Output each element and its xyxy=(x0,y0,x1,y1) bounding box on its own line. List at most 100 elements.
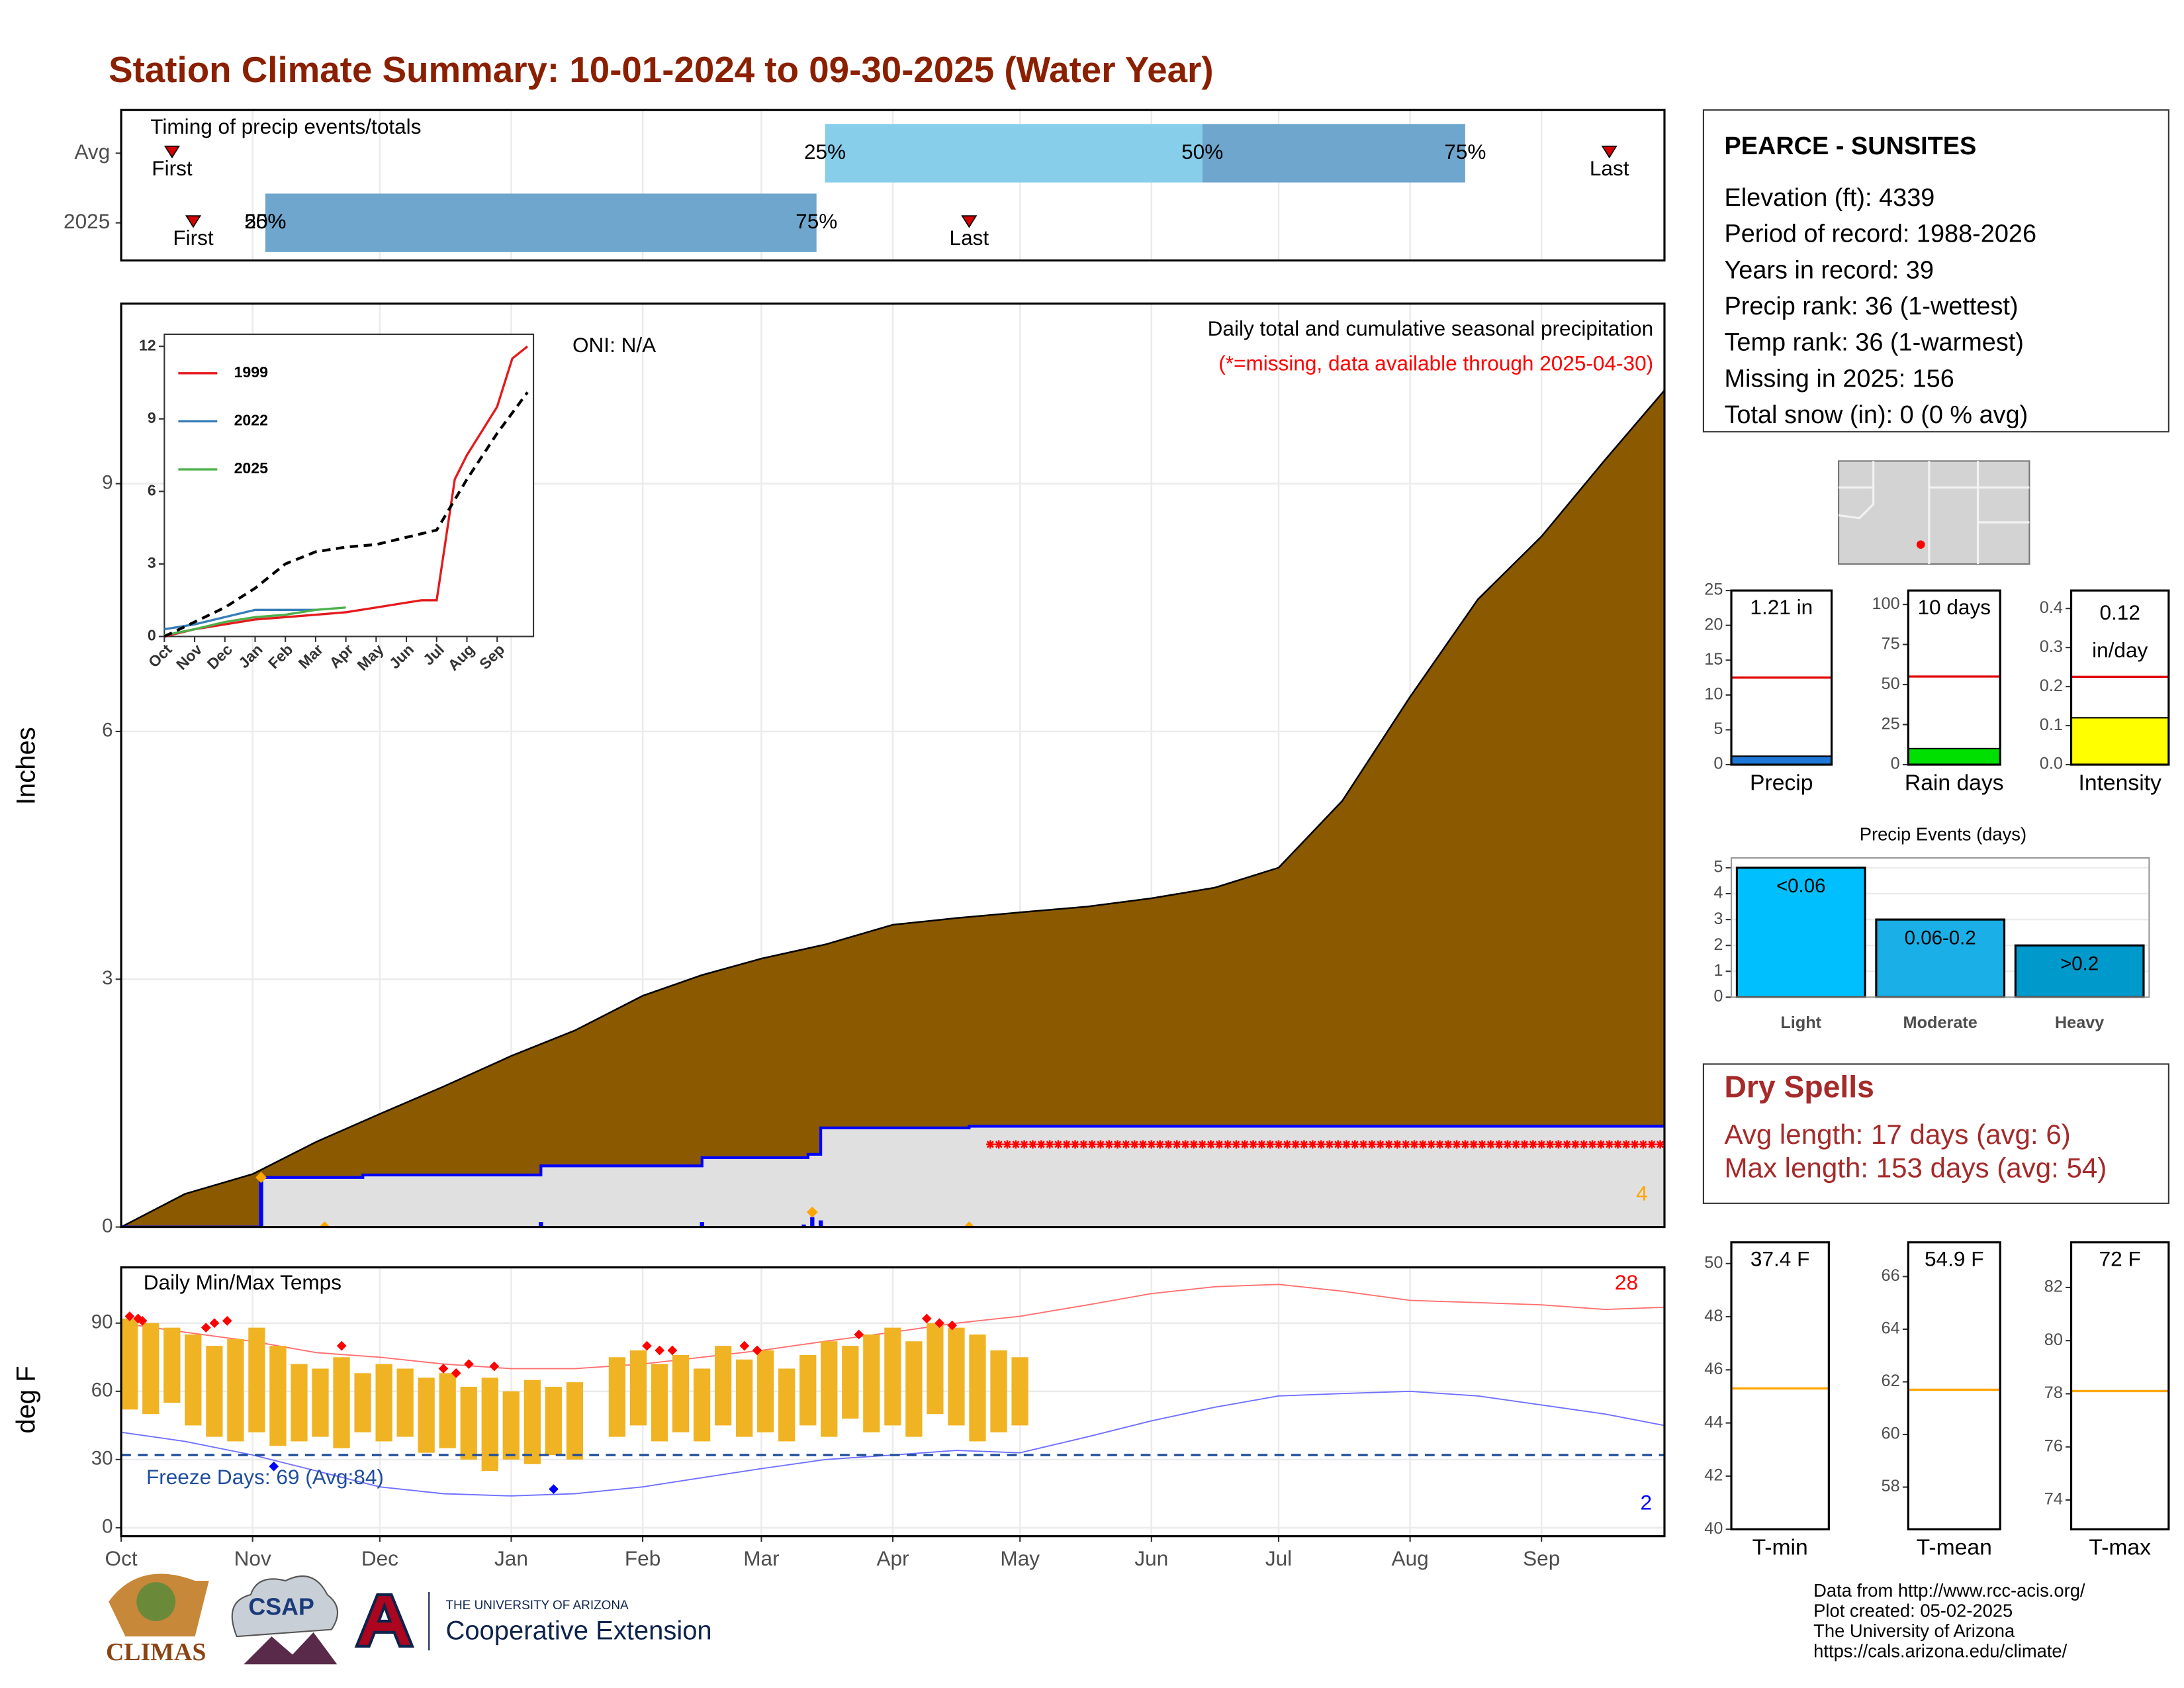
daily-range xyxy=(757,1350,774,1432)
y-tick-label: 44 xyxy=(1704,1413,1723,1431)
series-line xyxy=(164,608,316,631)
y-tick-label: 100 xyxy=(1872,594,1900,613)
x-tick-label: Jan xyxy=(494,1546,528,1570)
missing-marker xyxy=(1537,1140,1546,1149)
row-label: 2025 xyxy=(64,209,110,233)
dry-spells-box xyxy=(1702,1063,2169,1204)
y-tick-label: 60 xyxy=(91,1380,113,1401)
missing-marker xyxy=(1122,1140,1130,1149)
missing-marker xyxy=(1240,1140,1250,1149)
gauge-bar xyxy=(1908,747,2001,765)
missing-marker xyxy=(1401,1140,1410,1149)
record-marker xyxy=(124,1311,135,1321)
gauge-label: Precip xyxy=(1750,771,1813,795)
map-frame xyxy=(1838,460,2030,565)
y-tick-label: 30 xyxy=(91,1448,113,1470)
x-tick-label: Moderate xyxy=(1903,1013,1978,1032)
missing-marker xyxy=(1639,1140,1648,1149)
ua-logo xyxy=(354,1593,415,1648)
y-tick-label: 62 xyxy=(1882,1372,1900,1390)
missing-marker xyxy=(1232,1140,1241,1149)
missing-marker xyxy=(1656,1140,1664,1149)
y-tick-label: 10 xyxy=(1704,685,1723,704)
record-marker xyxy=(451,1368,461,1378)
missing-marker xyxy=(1198,1140,1207,1149)
footer-line: https://cals.arizona.edu/climate/ xyxy=(1813,1641,2067,1662)
plot-area xyxy=(121,1284,1664,1497)
missing-marker xyxy=(1172,1140,1181,1149)
y-tick-label: 0.3 xyxy=(2040,637,2063,656)
bar-label: >0.2 xyxy=(2060,953,2099,974)
panel-border xyxy=(2070,1241,2170,1530)
footer-line: Data from http://www.rcc-acis.org/ xyxy=(1813,1580,2085,1601)
page-title: Station Climate Summary: 10-01-2024 to 0… xyxy=(109,49,1213,90)
missing-marker xyxy=(1079,1140,1088,1149)
station-line: Missing in 2025: 156 xyxy=(1724,365,1954,393)
missing-marker xyxy=(1206,1140,1215,1149)
missing-marker xyxy=(1469,1140,1479,1149)
x-tick-label: Light xyxy=(1780,1013,1821,1032)
record-marker xyxy=(934,1318,944,1329)
chart-title: Daily total and cumulative seasonal prec… xyxy=(1208,316,1653,340)
y-tick-label: 80 xyxy=(2044,1331,2063,1349)
bar xyxy=(1875,918,2006,999)
high-count: 28 xyxy=(1615,1270,1638,1294)
missing-marker xyxy=(1410,1140,1419,1149)
panel-border xyxy=(120,109,1666,262)
y-tick-label: 3 xyxy=(102,967,113,989)
y-tick-label: 25 xyxy=(1882,714,1900,733)
record-marker xyxy=(209,1318,220,1329)
logos: CLIMAS CSAP THE UNIVERSITY OF ARIZONA Co… xyxy=(106,1573,712,1666)
footer-line: The University of Arizona xyxy=(1813,1620,2015,1641)
y-tick-label: 78 xyxy=(2044,1383,2063,1402)
daily-range xyxy=(863,1334,880,1432)
panel-background xyxy=(1731,1242,1829,1530)
y-tick-label: 3 xyxy=(1713,910,1723,928)
station-location xyxy=(1916,540,1925,549)
y-tick-label: 4 xyxy=(1713,884,1723,902)
y-tick-label: 0.0 xyxy=(2040,755,2063,773)
chart-title: Daily Min/Max Temps xyxy=(144,1270,341,1294)
daily-range xyxy=(927,1323,944,1415)
daily-range xyxy=(651,1364,668,1442)
missing-marker xyxy=(1003,1140,1012,1149)
daily-range xyxy=(375,1364,392,1442)
missing-marker xyxy=(1554,1140,1563,1149)
record-marker xyxy=(201,1323,211,1333)
legend-label: 2022 xyxy=(234,412,268,429)
y-tick-label: 0 xyxy=(102,1516,113,1538)
x-tick-label: Sep xyxy=(1523,1546,1560,1570)
daily-range xyxy=(672,1354,690,1432)
missing-marker xyxy=(1223,1140,1232,1149)
missing-marker xyxy=(1215,1140,1224,1149)
footer: Data from http://www.rcc-acis.org/Plot c… xyxy=(1813,1580,2085,1662)
y-tick-label: 1 xyxy=(1713,961,1723,980)
daily-range xyxy=(821,1341,838,1437)
y-tick-label: 6 xyxy=(148,481,156,498)
daily-range xyxy=(439,1373,456,1448)
average-cumulative xyxy=(121,389,1664,1227)
plot-area xyxy=(1731,676,1832,765)
x-tick-label: Jun xyxy=(1134,1546,1168,1570)
daily-range xyxy=(460,1386,477,1460)
daily-range xyxy=(269,1346,287,1446)
missing-marker xyxy=(1138,1140,1148,1149)
quantile-bar xyxy=(265,193,817,252)
daily-range xyxy=(248,1327,265,1432)
record-marker xyxy=(655,1345,665,1356)
panel-background xyxy=(1908,1242,2001,1530)
missing-marker xyxy=(1605,1140,1614,1149)
y-tick-label: 48 xyxy=(1704,1307,1723,1325)
bar-label: 0.06-0.2 xyxy=(1905,927,1976,949)
daily-range xyxy=(502,1391,520,1460)
value-label: 54.9 F xyxy=(1925,1246,1983,1270)
missing-marker xyxy=(1300,1140,1308,1149)
station-line: Elevation (ft): 4339 xyxy=(1724,184,1934,212)
y-tick-label: 50 xyxy=(1882,675,1900,693)
missing-marker xyxy=(1020,1140,1028,1149)
x-tick-label: Heavy xyxy=(2055,1013,2104,1032)
missing-marker xyxy=(1308,1140,1317,1149)
missing-marker xyxy=(1283,1140,1292,1149)
panel-border xyxy=(1730,857,2150,998)
row-label: Avg xyxy=(74,140,110,164)
